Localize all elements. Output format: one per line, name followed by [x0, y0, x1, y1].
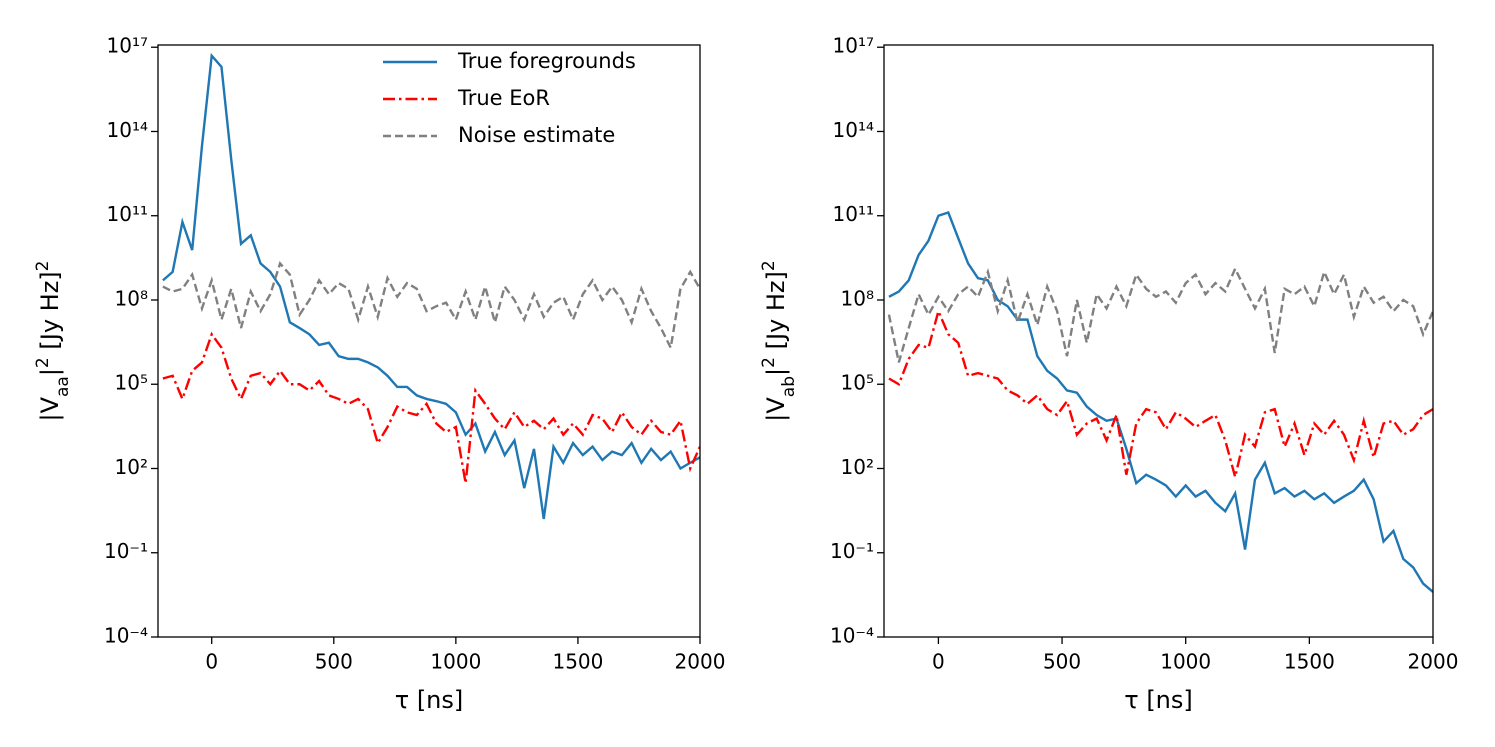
series-line	[162, 331, 700, 484]
y-axis-label-part: |V	[762, 397, 790, 422]
x-tick-label: 500	[315, 650, 353, 674]
y-tick-label: 10⁸	[115, 286, 148, 310]
y-tick-label: 10⁵	[115, 371, 148, 395]
legend-label: True EoR	[457, 86, 550, 110]
x-tick-label: 500	[1043, 650, 1081, 674]
legend: True foregrounds True EoR Noise estimate	[383, 49, 636, 147]
x-tick-label: 1500	[552, 650, 603, 674]
y-tick-label: 10¹⁷	[833, 34, 874, 58]
y-axis-label-part: [Jy Hz]	[762, 271, 790, 357]
series-line	[888, 211, 1433, 593]
y-tick-label: 10¹⁴	[833, 118, 874, 142]
y-tick-label: 10⁻⁴	[830, 624, 874, 648]
y-axis-label-part: |	[762, 368, 790, 376]
y-tick-label: 10¹¹	[833, 202, 874, 226]
x-axis-label: τ [ns]	[1124, 686, 1193, 714]
y-axis-label-part: |	[36, 368, 64, 376]
y-tick-label: 10⁻¹	[104, 539, 148, 563]
y-axis-label-part: ab	[779, 376, 799, 397]
x-tick-label: 0	[205, 650, 218, 674]
x-tick-label: 1500	[1284, 650, 1335, 674]
axes-frame	[883, 44, 1434, 638]
series-line	[888, 307, 1433, 478]
y-tick-label: 10¹¹	[107, 202, 148, 226]
legend-label: Noise estimate	[458, 123, 615, 147]
y-tick-label: 10⁻¹	[830, 539, 874, 563]
y-axis-label: |Vab|2 [Jy Hz]2	[759, 260, 799, 421]
y-tick-label: 10¹⁴	[107, 118, 148, 142]
y-tick-label: 10⁸	[841, 286, 874, 310]
y-axis-label-part: |V	[36, 396, 64, 421]
axes-frame	[157, 44, 701, 638]
y-tick-label: 10⁻⁴	[104, 624, 148, 648]
x-tick-label: 1000	[430, 650, 481, 674]
x-axis-label: τ [ns]	[395, 686, 464, 714]
y-tick-label: 10⁵	[841, 371, 874, 395]
y-axis-label-part: aa	[53, 376, 73, 397]
y-axis-label-part: [Jy Hz]	[36, 271, 64, 357]
series-line	[887, 265, 1433, 363]
y-tick-label: 10¹⁷	[107, 34, 148, 58]
y-tick-label: 10²	[841, 455, 874, 479]
y-axis-label-part: 2	[759, 260, 779, 271]
subplot: 0 500 1000 1500 2000 10⁻⁴ 10⁻¹ 10² 10⁵ 10⁸ 10¹¹ 10¹…	[33, 34, 725, 714]
x-tick-label: 0	[932, 650, 945, 674]
series-line	[162, 52, 700, 520]
y-axis-label: |Vaa|2 [Jy Hz]2	[33, 260, 73, 421]
y-tick-label: 10²	[115, 455, 148, 479]
x-tick-label: 1000	[1160, 650, 1211, 674]
y-axis-label-part: 2	[759, 357, 779, 368]
y-axis-label-part: 2	[33, 357, 53, 368]
y-axis-label-part: 2	[33, 260, 53, 271]
x-tick-label: 2000	[675, 650, 726, 674]
x-tick-label: 2000	[1408, 650, 1459, 674]
subplot: 0 500 1000 1500 2000 10⁻⁴ 10⁻¹ 10² 10⁵ 10⁸ 10¹¹ 10¹…	[759, 34, 1458, 714]
series-line	[162, 261, 700, 352]
legend-label: True foregrounds	[457, 49, 636, 73]
